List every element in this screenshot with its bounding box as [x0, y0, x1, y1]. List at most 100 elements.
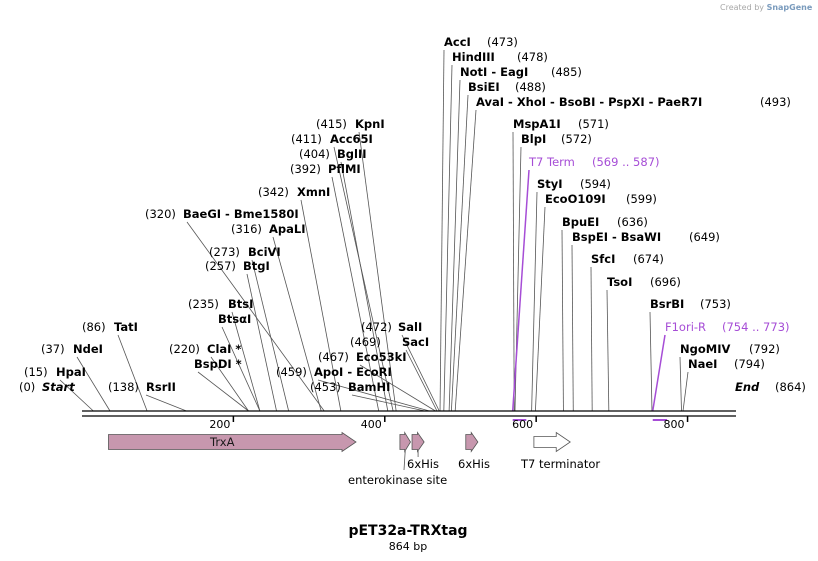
site-position: (235) — [188, 297, 219, 311]
site-name-bsobi: BsoBI — [559, 95, 596, 109]
site-position: (599) — [626, 192, 657, 206]
site-label-styi: StyI — [537, 177, 563, 191]
site-position: (220) — [169, 342, 200, 356]
site-name-acci: AccI — [444, 35, 471, 49]
site-label-sali: SalI — [398, 320, 422, 334]
site-position: (594) — [580, 177, 611, 191]
plasmid-length: 864 bp — [389, 540, 427, 553]
leader-kpni — [358, 131, 397, 412]
tick-label: 600 — [512, 418, 533, 431]
site-label-bamhi: BamHI — [348, 380, 390, 394]
site-name-eagi: EagI — [500, 65, 528, 79]
site-name-sfci: SfcI — [591, 252, 615, 266]
site-labels: Start (0) HpaI (15) NdeI (37) TatI (86) RsrII (13… — [19, 35, 806, 394]
leader-sfci — [590, 266, 593, 412]
site-label-bspdi: BspDI * — [194, 357, 242, 371]
leader-btgi — [246, 273, 277, 412]
feature-label-trxa-0: TrxA — [209, 435, 235, 449]
site-name-paer7i: PaeR7I — [657, 95, 702, 109]
primer-position-f1ori-r: (754 .. 773) — [722, 320, 790, 334]
site-position: (459) — [276, 365, 307, 379]
leader-avai — [454, 109, 477, 412]
site-name-avai: AvaI — [476, 95, 504, 109]
leader-saci — [405, 349, 438, 412]
site-position: (794) — [734, 357, 765, 371]
site-label-kpni: KpnI — [355, 117, 385, 131]
leader-bglii — [340, 161, 389, 412]
leader-bspdi — [197, 371, 249, 412]
site-name-acc65i: Acc65I — [330, 132, 373, 146]
site-label-baegi: BaeGI - Bme1580I — [183, 207, 299, 221]
site-position: (15) — [24, 365, 48, 379]
leader-clai — [210, 356, 249, 412]
site-position: (257) — [205, 259, 236, 273]
site-label-bspei: BspEI - BsaWI — [572, 230, 661, 244]
site-separator: - — [595, 95, 608, 109]
site-leader-lines — [59, 49, 689, 421]
plasmid-title: pET32a-TRXtag — [348, 523, 467, 539]
site-position: (0) — [19, 380, 35, 394]
leader-sali — [401, 334, 440, 412]
site-label-saci: SacI — [402, 335, 429, 349]
site-position: (453) — [310, 380, 341, 394]
site-name-rsrii: RsrII — [146, 380, 176, 394]
feature-label-enterokinase-site-1: enterokinase site — [348, 473, 447, 487]
site-name-ecoo109i: EcoO109I — [545, 192, 606, 206]
tick-label: 400 — [361, 418, 382, 431]
created-by-credit: Created by SnapGene — [720, 3, 813, 12]
site-name-saci: SacI — [402, 335, 429, 349]
site-position: (138) — [108, 380, 139, 394]
site-position: (649) — [689, 230, 720, 244]
leader-apoi — [317, 379, 430, 412]
site-name-hpai: HpaI — [56, 365, 86, 379]
site-label-clai: ClaI * — [207, 342, 241, 356]
site-position: (415) — [316, 117, 347, 131]
site-name-baegi: BaeGI — [183, 207, 221, 221]
site-label-apali: ApaLI — [269, 222, 306, 236]
site-label-avai: AvaI - XhoI - BsoBI - PspXI - PaeR7I — [476, 95, 702, 109]
leader-bspei — [571, 244, 574, 412]
site-label-blpi: BlpI — [521, 132, 546, 146]
site-name-bcivi: BciVI — [248, 245, 281, 259]
site-position: (636) — [617, 215, 648, 229]
site-name-blpi: BlpI — [521, 132, 546, 146]
site-position: (411) — [291, 132, 322, 146]
site-label-tati: TatI — [114, 320, 138, 334]
site-label-bts-i: BtsαI — [218, 312, 251, 326]
site-name-hindiii: HindIII — [452, 50, 495, 64]
site-position: (467) — [318, 350, 349, 364]
feature-arrow-t7-terminator-4 — [533, 431, 571, 453]
site-name-bamhi: BamHI — [348, 380, 390, 394]
primer-leader-t7-term — [511, 169, 530, 412]
site-separator: - — [546, 95, 559, 109]
site-name-bsrbi: BsrBI — [650, 297, 684, 311]
primer-position-t7-term: (569 .. 587) — [592, 155, 660, 169]
feature-label-t7-terminator-4: T7 terminator — [520, 457, 600, 471]
site-name-bspei: BspEI — [572, 230, 608, 244]
site-label-mspa1i: MspA1I — [513, 117, 561, 131]
site-name-mspa1i: MspA1I — [513, 117, 561, 131]
site-name-pflmi: PflMI — [328, 162, 361, 176]
leader-naei — [682, 371, 689, 412]
leader-bpuei — [561, 229, 564, 412]
site-position: (493) — [760, 95, 791, 109]
site-position: (674) — [633, 252, 664, 266]
site-separator: - — [645, 95, 658, 109]
site-position: (572) — [561, 132, 592, 146]
tick-label: 200 — [209, 418, 230, 431]
site-position: (86) — [82, 320, 106, 334]
site-position: (473) — [487, 35, 518, 49]
site-position: (404) — [299, 147, 330, 161]
site-label-btgi: BtgI — [243, 259, 270, 273]
feature-arrows: TrxA enterokinase site 6xHis 6xHis T7 termin… — [108, 431, 600, 487]
primer-label-t7-term: T7 Term — [528, 155, 575, 169]
site-name-bspdi: BspDI * — [194, 357, 242, 371]
site-separator: - — [487, 65, 500, 79]
site-position: (469) — [350, 335, 381, 349]
site-label-hpai: HpaI — [56, 365, 86, 379]
site-separator: - — [343, 365, 356, 379]
feature-label-6xhis-2: 6xHis — [407, 457, 439, 471]
site-label-bsiei: BsiEI — [468, 80, 500, 94]
site-name-naei: NaeI — [688, 357, 717, 371]
leader-xmni — [300, 199, 342, 412]
